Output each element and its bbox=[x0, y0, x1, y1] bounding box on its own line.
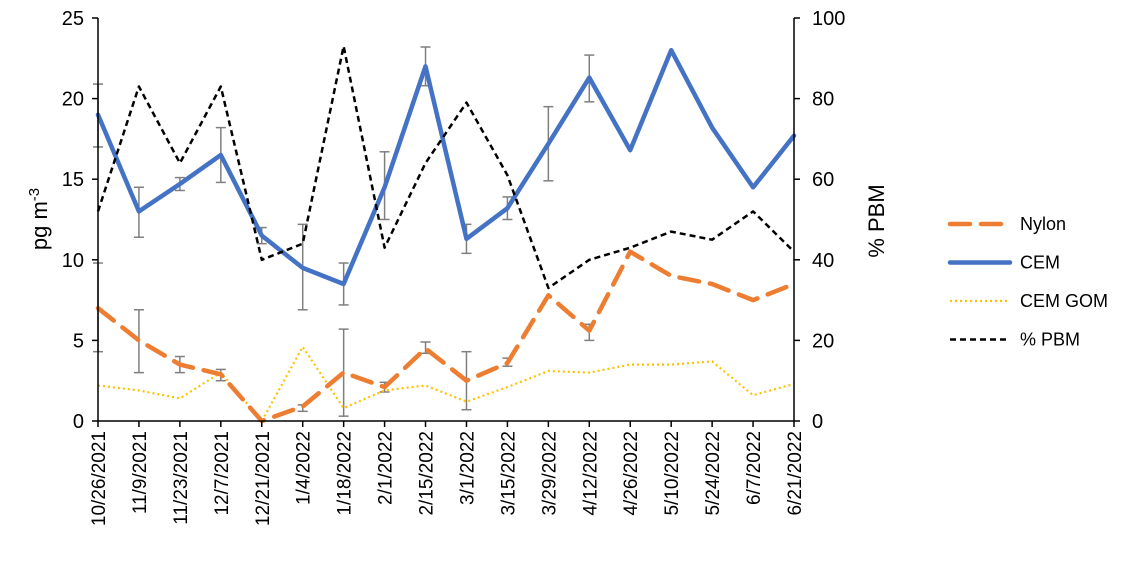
y-axis-title-superscript: -3 bbox=[26, 188, 43, 201]
x-tick-label: 6/21/2022 bbox=[785, 431, 806, 516]
y2-tick-label: 100 bbox=[812, 8, 845, 30]
legend-item: % PBM bbox=[950, 330, 1080, 350]
series-line-cem-gom bbox=[97, 345, 795, 423]
y2-axis-title: % PBM bbox=[864, 184, 889, 257]
series-lines bbox=[95, 44, 797, 424]
x-tick-label: 11/23/2021 bbox=[171, 431, 192, 525]
tick-labels: 0 5 10 15 20 25 0 20 40 60 80 100 10/26/2021 11/9/202… bbox=[62, 8, 846, 526]
series-line-nylon bbox=[95, 249, 797, 424]
y-tick-label: 15 bbox=[62, 169, 84, 191]
y-axis-title: pg m-3 bbox=[26, 188, 53, 250]
x-tick-label: 2/1/2022 bbox=[376, 431, 397, 505]
x-tick-label: 3/29/2022 bbox=[539, 431, 560, 516]
y2-tick-label: 0 bbox=[812, 411, 823, 433]
y-axis-title-text: pg m bbox=[27, 201, 52, 250]
legend-label: % PBM bbox=[1020, 330, 1080, 350]
x-tick-label: 5/24/2022 bbox=[703, 431, 724, 516]
x-tick-label: 1/18/2022 bbox=[335, 431, 356, 516]
x-tick-label: 10/26/2021 bbox=[89, 431, 110, 526]
x-tick-label: 12/21/2021 bbox=[253, 431, 274, 526]
x-tick-label: 5/10/2022 bbox=[662, 431, 683, 516]
legend-item: CEM GOM bbox=[950, 291, 1108, 311]
x-tick-label: 4/12/2022 bbox=[580, 431, 601, 516]
series-line-cem bbox=[95, 47, 797, 287]
y-tick-label: 10 bbox=[62, 250, 84, 272]
y-tick-label: 20 bbox=[62, 89, 84, 111]
y-tick-label: 25 bbox=[62, 8, 84, 30]
x-tick-label: 12/7/2021 bbox=[212, 431, 233, 516]
y2-tick-label: 40 bbox=[812, 250, 834, 272]
series-line-pbm bbox=[96, 44, 795, 290]
legend-label: Nylon bbox=[1020, 214, 1066, 234]
error-bars bbox=[93, 46, 595, 417]
y2-tick-label: 80 bbox=[812, 89, 834, 111]
x-tick-label: 11/9/2021 bbox=[130, 431, 151, 514]
y2-tick-label: 60 bbox=[812, 169, 834, 191]
x-tick-label: 1/4/2022 bbox=[294, 431, 315, 505]
legend-label: CEM bbox=[1020, 253, 1060, 273]
x-tick-label: 3/15/2022 bbox=[498, 431, 519, 516]
legend: Nylon CEM CEM GOM % PBM bbox=[947, 214, 1108, 350]
x-tick-label: 3/1/2022 bbox=[457, 431, 478, 505]
legend-label: CEM GOM bbox=[1020, 291, 1108, 311]
x-tick-label: 4/26/2022 bbox=[621, 431, 642, 516]
axes bbox=[92, 17, 800, 427]
y2-tick-label: 20 bbox=[812, 330, 834, 352]
y-tick-label: 0 bbox=[73, 411, 84, 433]
legend-item: Nylon bbox=[947, 214, 1066, 234]
y-tick-label: 5 bbox=[73, 330, 84, 352]
x-tick-label: 6/7/2022 bbox=[744, 431, 765, 505]
x-tick-label: 2/15/2022 bbox=[417, 431, 438, 516]
legend-item: CEM bbox=[947, 253, 1060, 273]
